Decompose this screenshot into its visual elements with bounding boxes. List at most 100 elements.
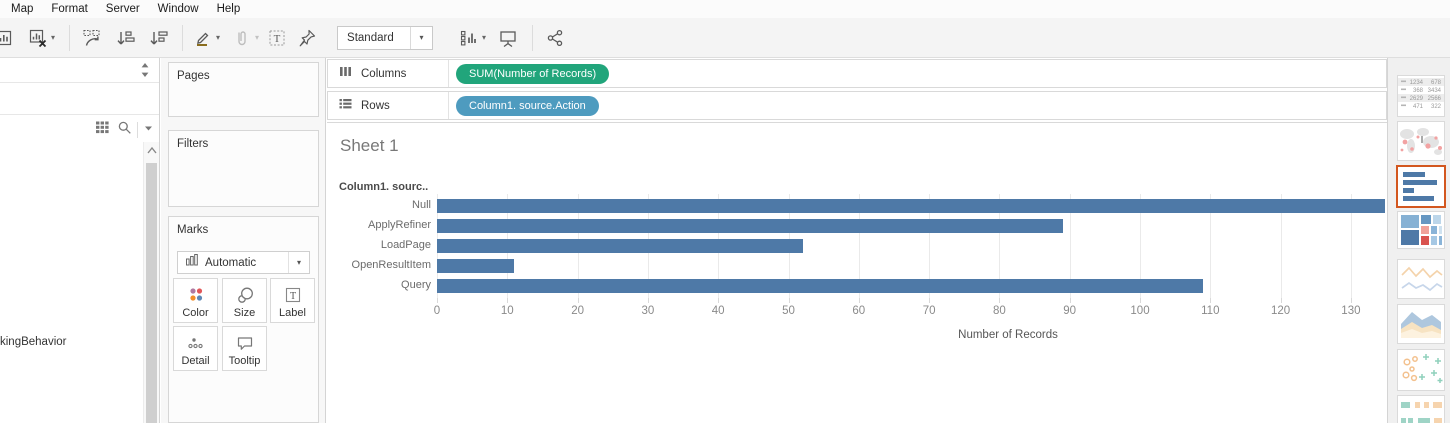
color-mark-button[interactable]: Color xyxy=(173,278,218,323)
marks-card: Marks Automatic ▾ Color Size T Label Detail T… xyxy=(168,216,319,423)
data-pane-scrollbar[interactable] xyxy=(143,142,159,423)
show-cards-icon[interactable]: ▾ xyxy=(459,23,486,53)
data-pane-tools xyxy=(95,120,154,140)
axis-tick xyxy=(1210,298,1212,303)
columns-shelf-label: Columns xyxy=(361,67,407,80)
chevron-down-icon[interactable]: ▾ xyxy=(216,33,221,42)
toolbar-divider xyxy=(69,24,71,51)
sheet-title: Sheet 1 xyxy=(340,136,399,155)
menu-item-map[interactable]: Map xyxy=(11,3,34,15)
tooltip-icon xyxy=(223,332,266,354)
pages-label: Pages xyxy=(177,70,210,82)
bar-applyrefiner[interactable] xyxy=(437,219,1063,233)
category-label: LoadPage xyxy=(380,239,431,251)
text-label-icon[interactable]: T xyxy=(267,23,287,53)
bar-openresultitem[interactable] xyxy=(437,259,515,273)
svg-text:368: 368 xyxy=(1413,88,1424,94)
svg-text:T: T xyxy=(274,33,281,45)
chevron-down-icon[interactable]: ▾ xyxy=(482,33,487,42)
new-worksheet-icon[interactable] xyxy=(0,23,14,53)
menu-item-help[interactable]: Help xyxy=(216,3,241,15)
horizontal-bars-thumbnail[interactable] xyxy=(1396,165,1446,208)
treemap-thumbnail[interactable] xyxy=(1397,211,1445,249)
svg-text:678: 678 xyxy=(1431,80,1442,86)
gantt-thumbnail[interactable] xyxy=(1397,395,1445,423)
x-axis-tick-label: 130 xyxy=(1341,305,1361,317)
bar-query[interactable] xyxy=(437,279,1204,293)
clear-sheet-icon[interactable]: ▾ xyxy=(28,23,55,53)
field-pill[interactable]: SUM(Number of Records) xyxy=(456,64,610,84)
presentation-icon[interactable] xyxy=(498,23,518,53)
menu-item-window[interactable]: Window xyxy=(157,3,199,15)
sort-fields-icon[interactable] xyxy=(138,62,152,83)
data-source-row xyxy=(0,58,159,83)
toolbar-divider xyxy=(532,24,534,51)
label-mark-button[interactable]: T Label xyxy=(270,278,315,323)
text-table-thumbnail[interactable]: 1234 678 368 3434 2629 2566 471 322 xyxy=(1397,75,1445,117)
filters-card[interactable]: Filters xyxy=(168,130,319,207)
axis-tick xyxy=(858,298,860,303)
svg-text:T: T xyxy=(289,291,295,302)
field-pill[interactable]: Column1. source.Action xyxy=(456,96,599,116)
category-label: OpenResultItem xyxy=(351,259,431,271)
x-axis-tick-label: 20 xyxy=(571,305,584,317)
x-axis-tick-label: 70 xyxy=(922,305,936,317)
divider xyxy=(448,60,449,87)
sort-ascending-icon[interactable] xyxy=(115,23,135,53)
swap-axes-icon[interactable] xyxy=(82,23,102,53)
sort-descending-icon[interactable] xyxy=(148,23,168,53)
marks-label: Marks xyxy=(177,224,209,236)
view-data-grid-icon[interactable] xyxy=(95,120,110,140)
area-chart-thumbnail[interactable] xyxy=(1397,304,1445,344)
rows-shelf[interactable]: Rows Column1. source.Action xyxy=(327,91,1387,120)
line-chart-thumbnail[interactable] xyxy=(1397,259,1445,299)
axis-tick xyxy=(1350,298,1352,303)
category-label: Null xyxy=(412,199,431,211)
divider xyxy=(137,122,138,138)
chevron-down-icon[interactable]: ▾ xyxy=(410,26,432,49)
svg-text:1234: 1234 xyxy=(1410,80,1424,86)
menu-item-server[interactable]: Server xyxy=(105,3,140,15)
x-axis-tick-label: 100 xyxy=(1130,305,1150,317)
columns-shelf[interactable]: Columns SUM(Number of Records) xyxy=(327,59,1387,88)
mark-type-dropdown[interactable]: Automatic ▾ xyxy=(177,251,310,274)
search-icon[interactable] xyxy=(117,120,132,140)
detail-mark-button[interactable]: Detail xyxy=(173,326,218,371)
chevron-down-icon[interactable] xyxy=(143,121,154,139)
detail-icon xyxy=(174,332,217,354)
toolbar: ▾ ▾ ▾ T Standard ▾ ▾ xyxy=(0,18,1450,58)
scroll-up-icon[interactable] xyxy=(144,142,159,159)
axis-tick xyxy=(647,298,649,303)
show-me-strip: 1234 678 368 3434 2629 2566 471 322 xyxy=(1387,58,1450,423)
field-item-partial[interactable]: kingBehavior xyxy=(0,336,67,348)
x-axis-tick-label: 40 xyxy=(711,305,725,317)
view-mode-dropdown[interactable]: Standard ▾ xyxy=(337,25,434,50)
x-axis-tick-label: 0 xyxy=(433,305,441,317)
tooltip-mark-button[interactable]: Tooltip xyxy=(222,326,267,371)
row-header: Column1. sourc.. xyxy=(339,181,429,193)
highlight-icon[interactable]: ▾ xyxy=(193,23,220,53)
bar-loadpage[interactable] xyxy=(437,239,803,253)
chevron-down-icon[interactable]: ▾ xyxy=(255,33,260,42)
symbol-map-thumbnail[interactable] xyxy=(1397,121,1445,161)
share-icon[interactable] xyxy=(545,23,565,53)
size-icon xyxy=(223,284,266,306)
svg-text:3434: 3434 xyxy=(1428,88,1442,94)
pages-card[interactable]: Pages xyxy=(168,62,319,117)
gridline xyxy=(1350,194,1352,298)
gridline xyxy=(1210,194,1212,298)
svg-text:2566: 2566 xyxy=(1428,96,1442,102)
chevron-down-icon[interactable]: ▾ xyxy=(288,252,309,273)
chevron-down-icon[interactable]: ▾ xyxy=(51,33,56,42)
scatter-plot-thumbnail[interactable] xyxy=(1397,349,1445,391)
size-mark-button[interactable]: Size xyxy=(222,278,267,323)
axis-tick xyxy=(999,298,1001,303)
rows-pills: Column1. source.Action xyxy=(456,96,599,116)
pin-icon[interactable] xyxy=(297,23,317,53)
gridline xyxy=(858,194,860,298)
menu-item-format[interactable]: Format xyxy=(51,3,88,15)
x-axis-title: Number of Records xyxy=(958,329,1058,341)
scrollbar-thumb[interactable] xyxy=(146,163,157,423)
bar-null[interactable] xyxy=(437,199,1385,213)
